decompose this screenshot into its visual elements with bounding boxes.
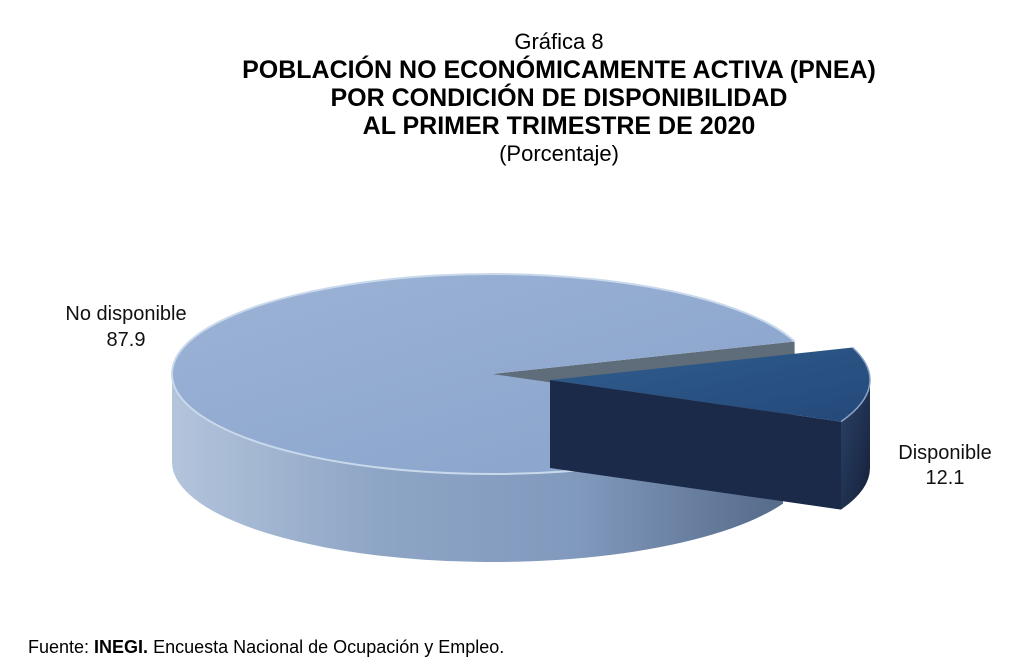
source-institution: INEGI.: [94, 637, 149, 657]
chart-caption: Gráfica 8: [514, 29, 604, 54]
chart-title-line-2: POR CONDICIÓN DE DISPONIBILIDAD: [330, 84, 788, 112]
slice-label-no-disponible-text: No disponible: [65, 303, 187, 325]
pie-slice-1: [550, 346, 871, 510]
slice-label-no-disponible-value: 87.9: [106, 329, 146, 351]
slice-label-disponible: Disponible 12.1: [845, 441, 1024, 491]
source-rest: Encuesta Nacional de Ocupación y Empleo.: [148, 637, 505, 657]
source-note: Fuente: INEGI. Encuesta Nacional de Ocup…: [28, 637, 504, 658]
pie-slice-0-rim-wall: [172, 374, 783, 563]
source-prefix: Fuente:: [28, 637, 95, 657]
chart-title-line-3: AL PRIMER TRIMESTRE DE 2020: [362, 112, 756, 140]
slice-label-disponible-text: Disponible: [898, 442, 992, 464]
slice-label-disponible-value: 12.1: [925, 467, 965, 489]
chart-subtitle: (Porcentaje): [499, 141, 619, 166]
pie-slice-1-cut-wall: [550, 380, 841, 510]
slice-label-no-disponible: No disponible 87.9: [26, 301, 226, 353]
chart-title-block: Gráfica 8 POBLACIÓN NO ECONÓMICAMENTE AC…: [47, 28, 1024, 168]
pie-slice-1-rim-wall: [841, 380, 870, 510]
pie-slice-1-top: [550, 347, 870, 422]
pie-slice-1-bevel: [840, 346, 871, 423]
chart-title-line-1: POBLACIÓN NO ECONÓMICAMENTE ACTIVA (PNEA…: [242, 56, 876, 84]
